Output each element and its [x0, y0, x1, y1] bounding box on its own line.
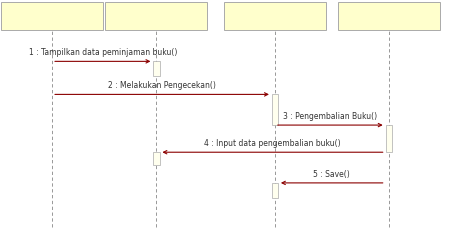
Text: 5 : Save(): 5 : Save() [313, 170, 350, 179]
FancyBboxPatch shape [153, 61, 159, 76]
FancyBboxPatch shape [1, 2, 103, 30]
FancyBboxPatch shape [106, 2, 207, 30]
FancyBboxPatch shape [385, 125, 392, 152]
Text: <<control>>: <<control>> [246, 7, 303, 16]
Text: <<entity>>: <<entity>> [363, 7, 415, 16]
Text: 4 : Input data pengembalian buku(): 4 : Input data pengembalian buku() [204, 139, 341, 148]
Text: <<Aktor>>: <<Aktor>> [27, 7, 77, 16]
Text: <<boundary>>: <<boundary>> [122, 7, 191, 16]
FancyBboxPatch shape [272, 183, 278, 198]
FancyBboxPatch shape [272, 94, 278, 125]
Text: Proses: Proses [261, 18, 289, 27]
Text: Pustakawan: Pustakawan [27, 18, 77, 27]
Text: 3 : Pengembalian Buku(): 3 : Pengembalian Buku() [283, 112, 377, 121]
Text: Form Peminjaman: Form Peminjaman [118, 18, 194, 27]
FancyBboxPatch shape [337, 2, 439, 30]
FancyBboxPatch shape [224, 2, 326, 30]
Text: 2 : Melakukan Pengecekan(): 2 : Melakukan Pengecekan() [108, 81, 216, 90]
Text: Buku: Buku [378, 18, 399, 27]
Text: 1 : Tampilkan data peminjaman buku(): 1 : Tampilkan data peminjaman buku() [28, 48, 177, 57]
FancyBboxPatch shape [153, 152, 159, 165]
